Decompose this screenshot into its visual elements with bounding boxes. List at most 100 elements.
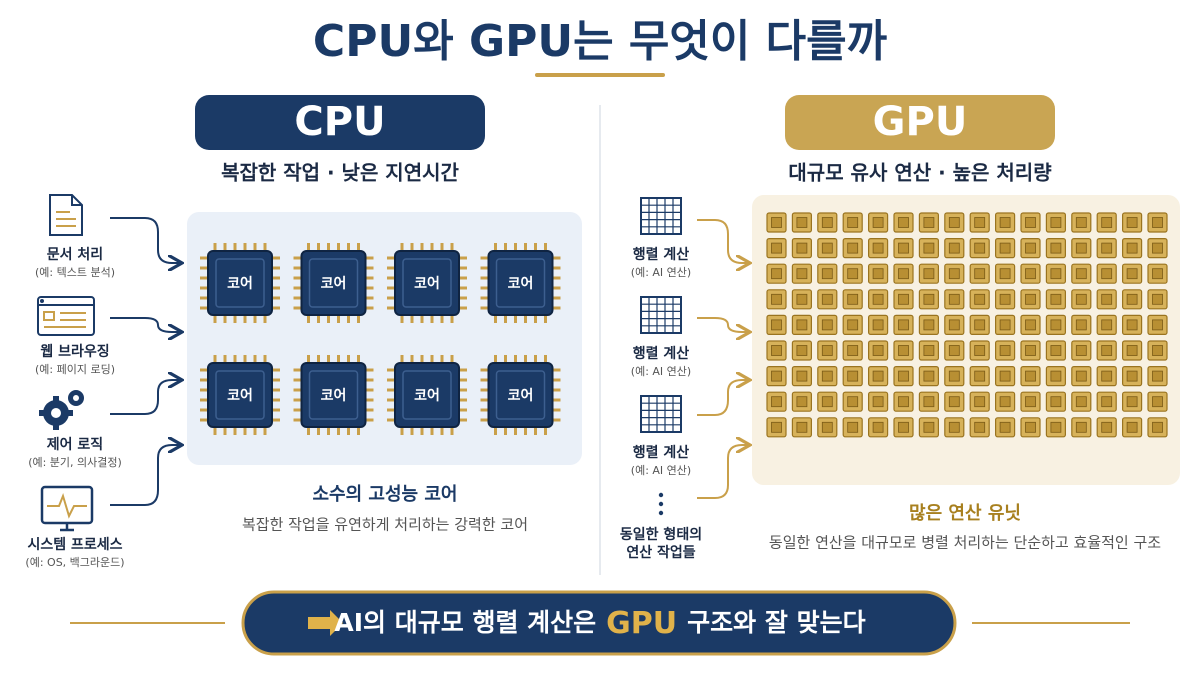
pin: [270, 388, 280, 392]
gpu-unit-core: [847, 217, 859, 228]
gpu-unit-core: [923, 268, 935, 280]
task-label: 행렬 계산: [633, 444, 690, 461]
gpu-unit-core: [821, 421, 833, 433]
pin: [317, 425, 320, 435]
gpu-unit-core: [1075, 396, 1087, 408]
pin: [420, 313, 424, 323]
gpu-unit-core: [898, 370, 909, 382]
cpu-core: 코어: [200, 355, 280, 435]
pin: [480, 286, 491, 290]
pin: [347, 313, 350, 323]
pin: [327, 355, 330, 365]
gpu-unit-core: [948, 242, 960, 254]
pin: [514, 425, 517, 435]
pin: [440, 243, 444, 253]
pin: [293, 388, 304, 392]
core-inner: [215, 370, 265, 420]
pin: [550, 266, 561, 270]
pin: [440, 313, 444, 323]
gpu-unit-core: [1025, 268, 1036, 280]
icon-matrix: [640, 197, 682, 235]
cpu-core: 코어: [480, 355, 561, 435]
pin: [410, 425, 414, 435]
pin: [317, 355, 320, 365]
gpu-unit-core: [948, 370, 960, 382]
gpu-unit-core: [1050, 268, 1062, 280]
pin: [457, 408, 467, 412]
gpu-unit-core: [1025, 421, 1036, 433]
gpu-unit-core: [771, 345, 782, 356]
pin: [544, 243, 547, 253]
gpu-unit-core: [948, 421, 960, 433]
pin: [200, 408, 210, 412]
pin: [480, 306, 491, 310]
pin: [524, 313, 527, 323]
gpu-unit-core: [1050, 319, 1062, 331]
gpu-unit-core: [923, 242, 935, 254]
matrix-frame: [640, 296, 682, 334]
gpu-unit-core: [1050, 370, 1062, 382]
gpu-unit-core: [872, 345, 884, 356]
gpu-unit-core: [974, 217, 986, 228]
pin: [337, 355, 340, 365]
pin: [387, 266, 397, 270]
pin: [263, 243, 267, 253]
pin: [347, 243, 350, 253]
gpu-unit-core: [898, 345, 909, 356]
pin: [363, 418, 374, 422]
pin: [293, 286, 304, 290]
pin: [457, 286, 467, 290]
pin: [480, 398, 491, 402]
core-inner: [495, 370, 546, 420]
gpu-unit-core: [1025, 396, 1036, 408]
gpu-unit-core: [872, 293, 884, 305]
pin: [387, 408, 397, 412]
pin: [514, 243, 517, 253]
gpu-unit-core: [1126, 293, 1138, 305]
core-inner: [495, 258, 546, 308]
pin: [263, 313, 267, 323]
pin: [420, 243, 424, 253]
gpu-unit-core: [821, 396, 833, 408]
pin: [200, 286, 210, 290]
pin: [307, 355, 310, 365]
task-example: (예: AI 연산): [631, 266, 691, 279]
pin: [534, 355, 537, 365]
cpu-subtitle: 복잡한 작업 · 낮은 지연시간: [221, 161, 459, 185]
gpu-unit-core: [923, 293, 935, 305]
gpu-unit-core: [1126, 345, 1138, 356]
pin: [200, 398, 210, 402]
cpu-panel: [187, 212, 582, 465]
pin: [363, 276, 374, 280]
gpu-unit-core: [974, 345, 986, 356]
pin: [363, 368, 374, 372]
core-label: 코어: [321, 275, 347, 292]
pin: [410, 243, 414, 253]
pin: [387, 368, 397, 372]
pin: [524, 243, 527, 253]
gpu-unit-core: [923, 217, 935, 228]
gpu-unit-core: [771, 396, 782, 408]
gpu-unit-core: [1101, 293, 1113, 305]
core-label: 코어: [508, 387, 534, 404]
pin: [544, 313, 547, 323]
task-label: 제어 로직: [47, 436, 103, 453]
gpu-unit-core: [999, 319, 1011, 331]
icon-monitor: [40, 485, 94, 532]
gpu-unit-core: [1050, 242, 1062, 254]
pin: [200, 276, 210, 280]
pin: [327, 425, 330, 435]
gpu-unit-core: [1101, 319, 1113, 331]
pin: [457, 276, 467, 280]
gpu-unit-core: [974, 370, 986, 382]
pin: [480, 408, 491, 412]
matrix-frame: [640, 395, 682, 433]
pin: [550, 368, 561, 372]
pin: [243, 243, 247, 253]
pin: [430, 243, 434, 253]
pin: [357, 425, 360, 435]
group-label: 동일한 형태의: [620, 526, 702, 543]
gpu-unit-core: [898, 319, 909, 331]
pin: [480, 296, 491, 300]
